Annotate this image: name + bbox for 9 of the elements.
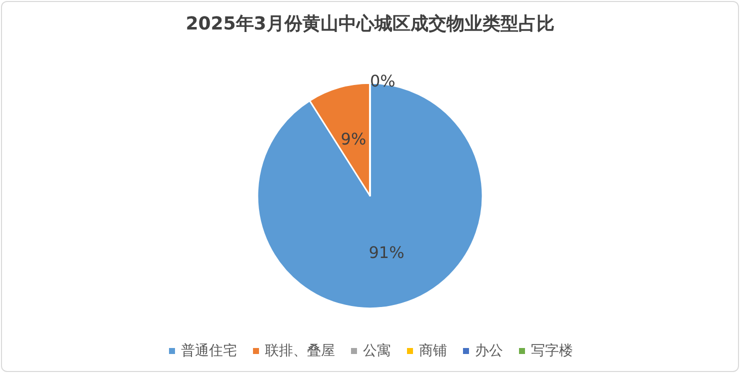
legend-label: 商铺 [419,343,447,359]
legend-label: 公寓 [363,343,391,359]
legend-label: 联排、叠屋 [265,343,335,359]
data-label: 9% [340,129,366,148]
data-label: 91% [368,243,404,262]
chart-title: 2025年3月份黄山中心城区成交物业类型占比 [186,14,554,34]
legend-label: 普通住宅 [181,342,237,359]
legend-label: 写字楼 [531,343,573,359]
legend-label: 办公 [475,343,503,359]
